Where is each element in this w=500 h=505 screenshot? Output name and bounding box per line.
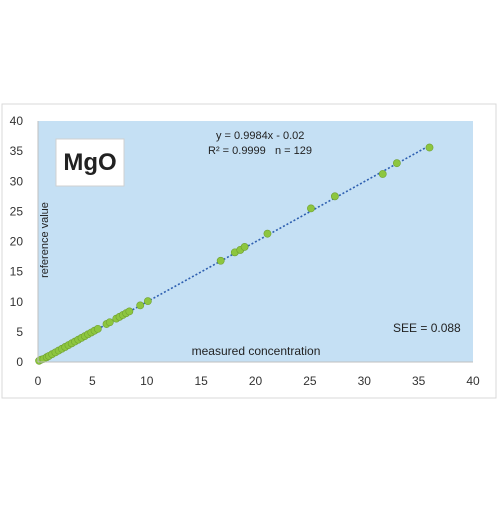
x-tick-label: 15 xyxy=(194,374,208,388)
x-tick-label: 35 xyxy=(412,374,426,388)
trendline xyxy=(37,144,430,363)
y-tick-label: 30 xyxy=(10,174,24,188)
data-point xyxy=(378,170,387,178)
x-tick-label: 0 xyxy=(35,374,42,388)
x-tick-label: 20 xyxy=(249,374,263,388)
data-point xyxy=(105,318,114,327)
title-box xyxy=(55,138,125,187)
data-point xyxy=(392,159,401,168)
data-point xyxy=(263,229,272,238)
x-tick-label: 25 xyxy=(303,374,317,388)
data-points-layer xyxy=(35,143,434,365)
y-tick-label: 25 xyxy=(10,204,24,218)
y-tick-label: 35 xyxy=(10,144,24,158)
data-point xyxy=(136,301,145,310)
y-tick-label: 15 xyxy=(10,265,24,279)
see-label: SEE = 0.088 xyxy=(393,321,461,335)
y-axis-label: reference value xyxy=(39,202,51,278)
x-axis-label: measured concentration xyxy=(192,344,321,358)
data-point xyxy=(216,256,225,265)
y-tick-label: 0 xyxy=(16,355,23,369)
data-point xyxy=(307,204,315,213)
data-point xyxy=(240,243,249,251)
equation-label: y = 0.9984x - 0.02 xyxy=(216,130,304,142)
y-tick-label: 10 xyxy=(10,295,24,309)
x-tick-label: 10 xyxy=(140,374,154,388)
chart-title: MgO xyxy=(63,149,116,176)
x-tick-label: 40 xyxy=(466,374,480,388)
x-tick-label: 5 xyxy=(89,374,96,388)
data-point xyxy=(143,297,152,306)
x-tick-label: 30 xyxy=(358,374,372,388)
data-point xyxy=(330,192,339,201)
trendline-layer xyxy=(37,144,430,363)
y-tick-label: 5 xyxy=(16,325,23,339)
y-tick-label: 40 xyxy=(10,114,24,128)
y-tick-label: 20 xyxy=(10,235,24,249)
data-point xyxy=(425,143,434,152)
data-point xyxy=(125,307,134,316)
data-point xyxy=(93,324,102,333)
r-squared-label: R² = 0.9999 n = 129 xyxy=(208,145,312,157)
axes-layer xyxy=(37,121,473,363)
ticks-layer: 0 5 10 15 20 25 30 35 40 0 5 10 15 20 25 30 35 40 xyxy=(10,114,480,388)
